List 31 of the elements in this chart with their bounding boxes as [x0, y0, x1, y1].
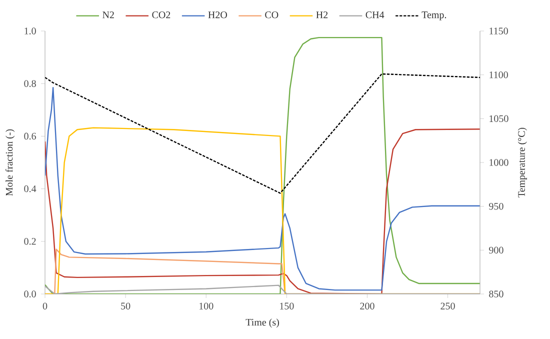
- x-tick-label: 200: [360, 302, 374, 310]
- y-axis-title: Mole fraction (-): [5, 129, 15, 196]
- y-tick-label: 0.8: [24, 80, 36, 87]
- legend-label: CH4: [366, 12, 384, 18]
- y2-tick-label: 900: [489, 246, 504, 254]
- y2-tick-label: 1050: [490, 115, 508, 122]
- y-tick-label: 0.2: [24, 238, 36, 245]
- line-series: [45, 86, 480, 291]
- legend-label: H2O: [208, 12, 227, 18]
- y2-tick-label: 1000: [490, 159, 508, 166]
- y-tick-label: 0.0: [24, 290, 36, 298]
- x-tick-label: 250: [440, 302, 455, 310]
- legend-label: Temp.: [422, 12, 446, 20]
- legend-label: H2: [316, 12, 328, 18]
- y2-tick-label: 950: [489, 202, 504, 210]
- line-series: [45, 73, 480, 194]
- y-tick-label: 0.6: [24, 132, 36, 140]
- x-tick-label: 0: [42, 302, 48, 310]
- x-axis-title: Time (s): [246, 318, 279, 328]
- legend-label: N2: [102, 12, 114, 18]
- y2-tick-label: 1150: [490, 28, 508, 34]
- y2-tick-label: 850: [489, 290, 504, 298]
- x-tick-label: 100: [199, 302, 214, 310]
- y-tick-label: 1.0: [24, 28, 36, 34]
- y-tick-label: 0.4: [24, 185, 36, 192]
- legend-label: CO2: [152, 12, 170, 18]
- y2-axis-title: Temperature (°C): [518, 128, 527, 198]
- legend-label: CO: [265, 12, 278, 18]
- x-tick-label: 50: [121, 302, 130, 310]
- x-tick-label: 150: [280, 302, 294, 310]
- y2-tick-label: 1100: [490, 71, 508, 78]
